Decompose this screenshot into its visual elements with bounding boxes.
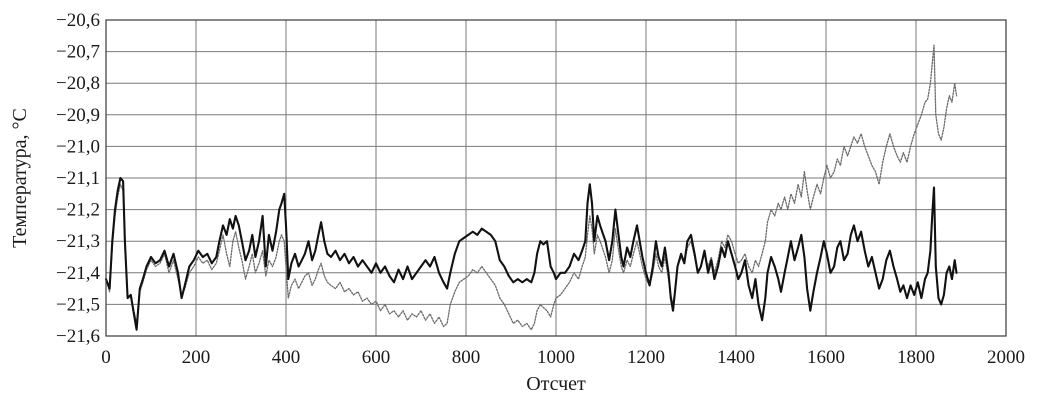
x-tick-label: 600 xyxy=(362,347,391,368)
y-axis-label: Температура, °C xyxy=(9,108,31,248)
y-tick-label: −21,2 xyxy=(56,200,100,221)
y-tick-label: −21,3 xyxy=(56,231,100,252)
x-tick-label: 400 xyxy=(272,347,301,368)
y-tick-label: −20,7 xyxy=(56,42,100,63)
series-lines xyxy=(104,44,958,331)
y-tick-label: −21,1 xyxy=(56,168,100,189)
y-tick-label: −20,6 xyxy=(56,10,100,31)
x-tick-label: 2000 xyxy=(987,347,1025,368)
x-tick-label: 800 xyxy=(452,347,481,368)
y-tick-label: −21,4 xyxy=(56,263,100,284)
series-line-solid xyxy=(104,176,958,331)
x-tick-label: 1800 xyxy=(897,347,935,368)
x-tick-label: 1600 xyxy=(807,347,845,368)
y-tick-label: −21,6 xyxy=(56,326,100,347)
x-tick-label: 1000 xyxy=(537,347,575,368)
y-tick-label: −20,9 xyxy=(56,105,100,126)
x-tick-label: 1200 xyxy=(627,347,665,368)
grid-lines xyxy=(105,19,1007,337)
x-axis-ticks: 0 200 400 600 800 1000 1200 1400 1600 1800 2000 xyxy=(101,347,1025,368)
y-tick-label: −21,0 xyxy=(56,136,100,157)
y-tick-label: −20,8 xyxy=(56,73,100,94)
series-line-dotted xyxy=(105,44,958,331)
y-axis-ticks: −20,6 −20,7 −20,8 −20,9 −21,0 −21,1 −21,2 −21,3… xyxy=(56,10,100,347)
x-tick-label: 1400 xyxy=(717,347,755,368)
plot-frame xyxy=(105,19,1007,337)
y-tick-label: −21,5 xyxy=(56,294,100,315)
x-tick-label: 0 xyxy=(101,347,111,368)
x-axis-label: Отсчет xyxy=(526,373,586,395)
x-tick-label: 200 xyxy=(182,347,211,368)
